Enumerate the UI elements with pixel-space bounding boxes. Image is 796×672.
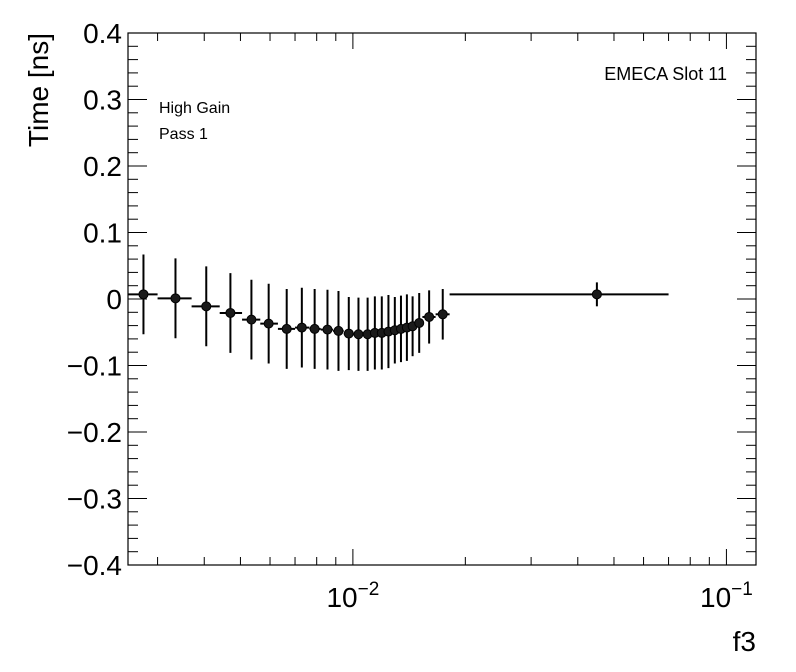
slot-annotation: EMECA Slot 11 — [604, 64, 727, 84]
data-marker — [246, 314, 257, 325]
data-marker — [225, 307, 236, 318]
y-tick-label: 0.2 — [83, 151, 122, 182]
data-point — [191, 266, 220, 347]
data-marker — [322, 324, 333, 335]
data-point — [320, 289, 334, 370]
x-tick-labels: 10−2 10−1 — [326, 579, 752, 613]
data-point — [449, 282, 669, 307]
data-marker — [591, 289, 602, 300]
x-axis-title: f3 — [733, 626, 756, 657]
y-tick-label: −0.4 — [67, 550, 122, 581]
y-axis-title: Time [ns] — [23, 33, 54, 147]
data-point — [128, 254, 158, 335]
data-marker — [343, 328, 354, 339]
data-point — [389, 297, 400, 364]
data-point — [157, 258, 192, 339]
data-points — [128, 254, 669, 371]
x-tick-label-exponent: −1 — [731, 579, 753, 600]
data-marker — [353, 329, 364, 340]
x-tick-label: 10−1 — [700, 579, 753, 613]
axis-ticks — [128, 32, 756, 566]
data-point — [383, 295, 394, 369]
data-point — [309, 289, 321, 369]
data-point — [435, 289, 450, 340]
y-tick-label: −0.3 — [67, 484, 122, 515]
y-tick-label: 0.1 — [83, 218, 122, 249]
y-tick-label: 0 — [106, 284, 122, 315]
data-point — [343, 297, 354, 371]
x-tick-label-base: 10 — [700, 582, 731, 613]
data-point — [353, 297, 364, 371]
data-point — [277, 289, 296, 369]
data-point — [414, 293, 425, 353]
y-tick-label: −0.2 — [67, 417, 122, 448]
data-point — [295, 287, 310, 368]
data-point — [219, 273, 243, 353]
data-marker — [309, 323, 320, 334]
data-marker — [281, 323, 292, 334]
data-marker — [170, 293, 181, 304]
data-marker — [138, 289, 149, 300]
data-marker — [333, 325, 344, 336]
data-marker — [296, 322, 307, 333]
data-point — [362, 297, 373, 371]
pass-annotation: Pass 1 — [159, 126, 208, 143]
y-tick-label: 0.3 — [83, 85, 122, 116]
gain-annotation: High Gain — [159, 100, 230, 117]
y-tick-labels: −0.4 −0.3 −0.2 −0.1 0 0.1 0.2 0.3 0.4 — [67, 18, 122, 581]
data-point — [260, 283, 278, 364]
data-point — [242, 279, 261, 360]
data-marker — [263, 318, 274, 329]
x-tick-label-base: 10 — [326, 582, 357, 613]
data-point — [333, 291, 344, 371]
data-marker — [424, 311, 435, 322]
y-tick-label: 0.4 — [83, 18, 122, 49]
data-marker — [437, 309, 448, 320]
x-tick-label: 10−2 — [326, 579, 379, 613]
data-marker — [201, 301, 212, 312]
y-tick-label: −0.1 — [67, 351, 122, 382]
x-tick-label-exponent: −2 — [358, 579, 380, 600]
data-point — [422, 290, 436, 344]
data-marker — [414, 317, 425, 328]
